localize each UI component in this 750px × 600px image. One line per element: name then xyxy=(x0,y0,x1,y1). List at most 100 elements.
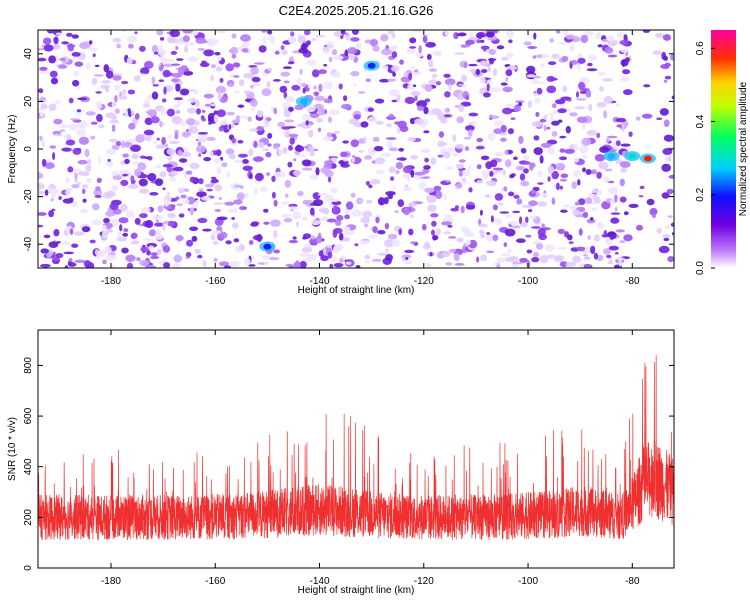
spectrogram-blob xyxy=(619,76,630,83)
spectrogram-blob xyxy=(77,97,88,101)
spectrogram-blob xyxy=(48,188,59,195)
spectrogram-blob xyxy=(161,136,166,145)
spectrogram-blob xyxy=(577,179,581,186)
spectrogram-blob xyxy=(72,147,82,155)
spectrogram-blob xyxy=(602,248,612,255)
spectrogram-blob xyxy=(228,208,234,213)
spectrogram-blob xyxy=(551,197,556,205)
spectrogram-blob xyxy=(586,218,596,224)
spectrogram-blob xyxy=(85,111,96,116)
spectrogram-blob xyxy=(615,229,625,233)
spectrogram-blob xyxy=(551,131,558,137)
spectrogram-blob xyxy=(221,162,228,168)
spectrogram-blob xyxy=(320,167,330,174)
spectrogram-blob xyxy=(350,192,356,198)
spectrogram-blob xyxy=(570,59,579,65)
spectrogram-blob xyxy=(69,228,74,235)
spectrogram-blob xyxy=(65,190,71,196)
spectrogram-blob xyxy=(527,100,532,108)
spectrogram-blob xyxy=(38,224,44,228)
spectrogram-blob xyxy=(148,229,156,237)
spectrogram-blob xyxy=(282,102,291,109)
spectrogram-blob xyxy=(532,55,537,59)
spectrogram-blob xyxy=(578,65,581,72)
spectrogram-blob xyxy=(293,169,302,177)
spectrogram-blob xyxy=(122,153,129,158)
spectrogram-blob xyxy=(139,188,149,194)
spectrogram-blob xyxy=(435,228,441,236)
spectrogram-blob xyxy=(53,118,63,125)
spectrogram-blob xyxy=(428,59,434,68)
spectrogram-blob xyxy=(481,69,488,73)
spectrogram-blob xyxy=(68,197,74,201)
spectrogram-blob xyxy=(663,55,668,61)
spectrogram-blob xyxy=(520,148,527,154)
spectrogram-blob xyxy=(340,163,350,168)
spectrogram-blob xyxy=(603,96,613,104)
spectrogram-blob xyxy=(156,30,164,36)
spectrogram-blob xyxy=(576,91,579,98)
spectrogram-blob xyxy=(310,242,318,246)
spectrogram-blob xyxy=(178,213,185,218)
spectrogram-blob xyxy=(143,100,151,105)
spectrogram-blob xyxy=(273,171,278,177)
spectrogram-blob xyxy=(208,122,212,125)
spectrogram-blob xyxy=(65,139,76,146)
spectrogram-blob xyxy=(475,145,485,150)
spectrogram-blob xyxy=(143,129,155,136)
spectrogram-blob xyxy=(537,182,544,185)
spectrogram-blob xyxy=(219,77,224,83)
spectrogram-blob xyxy=(493,262,498,266)
spectrogram-blob xyxy=(319,217,327,222)
spectrogram-blob xyxy=(301,216,308,221)
spectrogram-blob xyxy=(144,60,154,69)
spectrogram-blob xyxy=(50,198,54,202)
spectrogram-blob xyxy=(218,126,224,132)
spectrogram-blob xyxy=(410,66,416,70)
spectrogram-blob xyxy=(253,140,258,149)
snr-x-label: Height of straight line (km) xyxy=(298,585,415,596)
spectrogram-blob xyxy=(267,36,275,41)
spectrogram-blob xyxy=(427,204,437,212)
spectrogram-blob xyxy=(428,68,437,72)
spectrogram-blob xyxy=(581,137,592,146)
spectrogram-blob xyxy=(148,245,155,251)
spectrogram-blob xyxy=(548,61,557,66)
spectrogram-blob xyxy=(229,260,241,268)
spectrogram-feature xyxy=(299,98,308,105)
spectrogram-blob xyxy=(176,58,184,61)
spectrogram-blob xyxy=(470,68,476,74)
spectrogram-blob xyxy=(128,122,136,130)
spectrogram-blob xyxy=(231,137,237,144)
spectrogram-blob xyxy=(299,68,303,75)
spectrogram-blob xyxy=(596,132,601,139)
spectrogram-blob xyxy=(564,148,575,154)
spectrogram-blob xyxy=(493,218,503,225)
spectrogram-blob xyxy=(587,54,597,62)
spectrogram-blob xyxy=(385,137,397,140)
spectrogram-blob xyxy=(338,232,344,241)
snr-series-line xyxy=(38,355,674,541)
spectrogram-blob xyxy=(302,233,312,240)
spectrogram-blob xyxy=(546,85,557,94)
spectrogram-blob xyxy=(210,176,217,180)
spectrogram-blob xyxy=(82,198,87,203)
spectrogram-blob xyxy=(486,83,490,92)
spectrogram-blob xyxy=(479,209,483,216)
spectrogram-blob xyxy=(124,158,130,164)
spectrogram-blob xyxy=(180,123,186,126)
colorbar: 0.0 0.2 0.4 0.6 Normalized spectral amplitu… xyxy=(695,30,749,275)
spectrogram-blob xyxy=(620,143,631,147)
spectrogram-blob xyxy=(144,135,152,141)
spectrogram-blob xyxy=(438,131,445,138)
x-tick-label: -160 xyxy=(205,276,225,287)
spectrogram-blob xyxy=(124,109,129,118)
spectrogram-blob xyxy=(305,104,316,113)
spectrogram-blob xyxy=(462,177,466,183)
spectrogram-blob xyxy=(412,30,421,33)
spectrogram-blob xyxy=(186,107,197,114)
spectrogram-blob xyxy=(643,84,651,88)
spectrogram-blob xyxy=(169,30,181,38)
spectrogram-blob xyxy=(281,126,291,130)
spectrogram-blob xyxy=(288,239,299,244)
